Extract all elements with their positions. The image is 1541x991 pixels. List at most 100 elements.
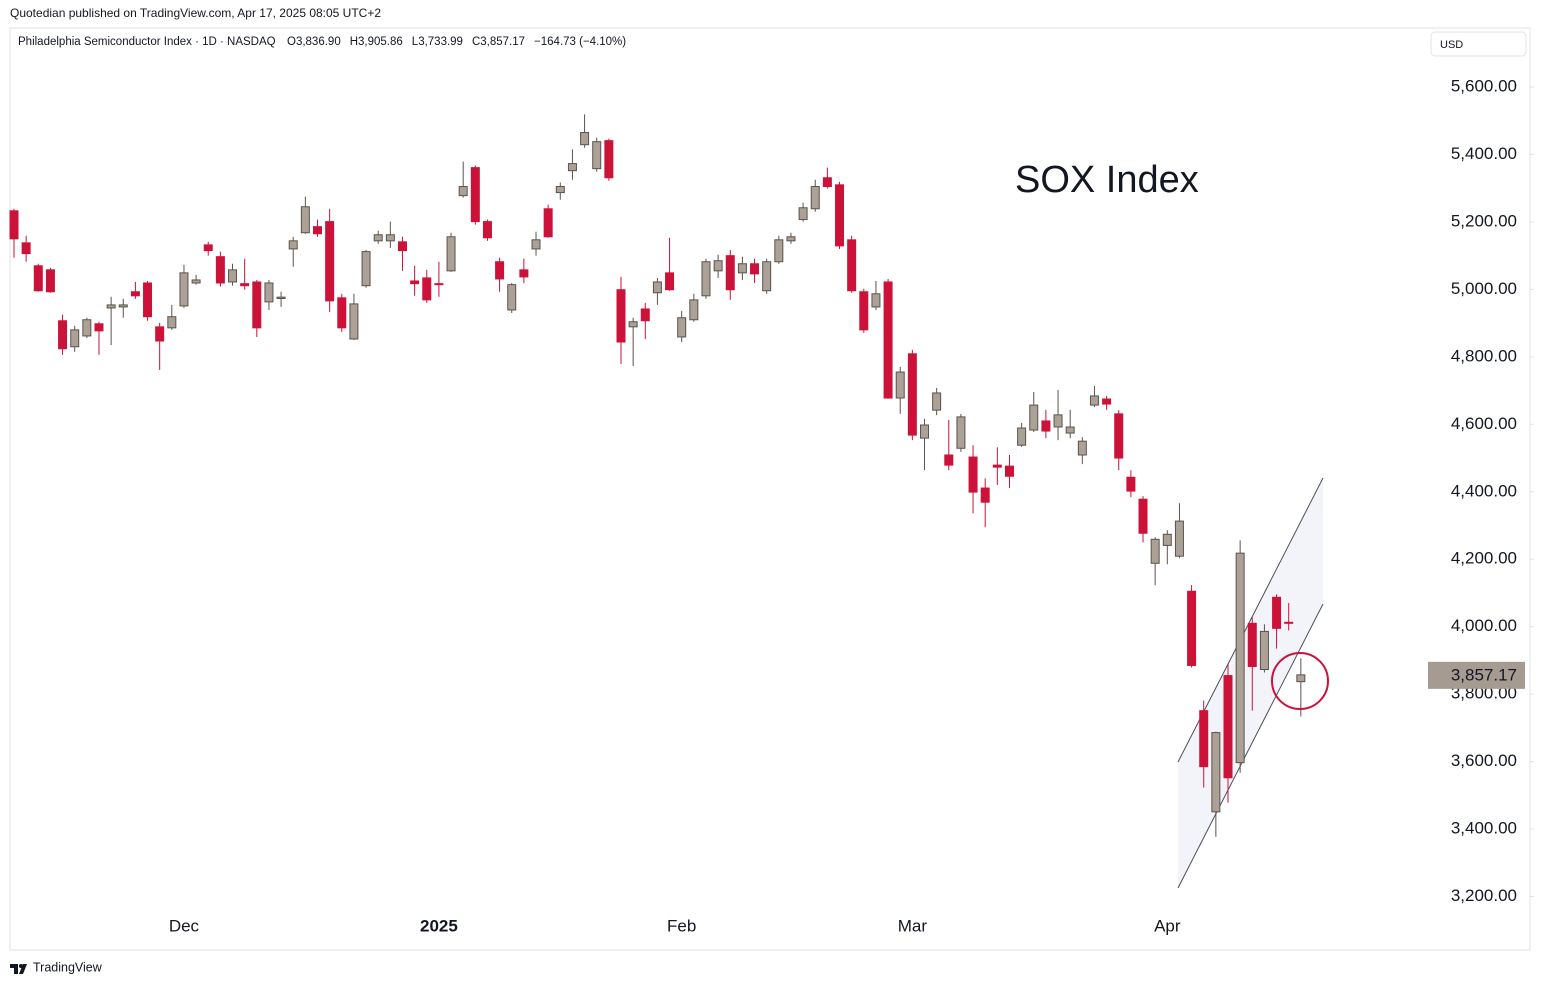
last-price-box [1428, 661, 1525, 689]
candle-body [470, 167, 480, 223]
candle-body [871, 293, 881, 308]
candle-body [9, 210, 19, 240]
candle-body [155, 326, 165, 342]
candle-body [1017, 427, 1027, 446]
candle-body [665, 272, 675, 291]
currency: USD [1440, 39, 1463, 51]
candle-body [628, 321, 638, 328]
candle-body [458, 186, 468, 197]
candle-body [774, 239, 784, 263]
candle-body [495, 261, 505, 280]
y-tick-label: 3,400.00 [1451, 819, 1517, 838]
candle-body [1272, 596, 1282, 629]
candle-body [1284, 621, 1294, 624]
candle-body [1077, 440, 1087, 456]
candle-body [276, 296, 286, 300]
candle-body [385, 234, 395, 242]
legend-value: L3,733.99 [412, 36, 463, 48]
candle-body [264, 282, 274, 303]
candle-body [118, 304, 128, 308]
candle-body [750, 263, 760, 275]
currency-button[interactable] [1430, 31, 1527, 57]
candle-body [640, 308, 650, 322]
candle-body [1259, 630, 1269, 671]
candle-body [191, 279, 201, 284]
candle-body [507, 284, 517, 311]
legend-value: H3,905.86 [350, 36, 403, 48]
y-tick-label: 4,400.00 [1451, 481, 1517, 500]
candle-body [349, 303, 359, 340]
candle-body [859, 291, 869, 331]
candle-body [215, 256, 225, 284]
candle-body [956, 416, 966, 449]
candle-body [1029, 404, 1039, 431]
y-tick-label: 5,000.00 [1451, 279, 1517, 298]
candle-body [1065, 426, 1075, 434]
candle-body [58, 320, 68, 350]
candle-body [555, 186, 565, 194]
candle-body [434, 283, 444, 286]
candle-body [1004, 465, 1014, 477]
brand-logo [10, 964, 27, 974]
candle-body [482, 221, 492, 239]
candle-body [130, 291, 140, 297]
candle-body [810, 186, 820, 210]
candle-body [1138, 498, 1148, 534]
candle-body [1199, 710, 1209, 768]
candle-body [1102, 398, 1112, 405]
x-tick-label: Mar [898, 916, 928, 935]
candle-body [895, 371, 905, 399]
candle-body [240, 283, 250, 287]
y-tick-label: 4,200.00 [1451, 549, 1517, 568]
chart-title: Philadelphia Semiconductor Index · 1D · … [18, 36, 276, 48]
candle-body [762, 261, 772, 292]
candle-body [944, 454, 954, 466]
publisher: Quotedian published on TradingView.com, … [10, 6, 381, 20]
candle-body [179, 272, 189, 307]
candle-body [446, 236, 456, 272]
annotation: SOX Index [1015, 159, 1199, 201]
candle-body [1223, 675, 1233, 779]
candle-body [920, 424, 929, 439]
candle-body [1053, 414, 1063, 428]
y-tick-label: 3,600.00 [1451, 751, 1517, 770]
y-tick-label: 5,200.00 [1451, 211, 1517, 230]
candle-body [604, 140, 614, 179]
candle-body [883, 281, 893, 399]
candle-body [1187, 590, 1197, 666]
candle-body [567, 163, 577, 172]
candle-body [1296, 674, 1306, 683]
ohlc-legend: O3,836.90 H3,905.86 L3,733.99 C3,857.17 −164… [287, 36, 626, 48]
candle-body [592, 141, 602, 170]
candle-body [397, 241, 407, 252]
candle-body [701, 261, 711, 297]
last-price-label: 3,857.17 [1451, 665, 1517, 684]
candle-body [313, 226, 322, 235]
candle-body [932, 392, 942, 411]
candle-body [1114, 413, 1124, 459]
candle-body [1089, 395, 1099, 406]
candle-body [531, 239, 541, 250]
y-tick-label: 3,200.00 [1451, 886, 1517, 905]
candle-body [835, 184, 845, 247]
legend-value: −164.73 (−4.10%) [534, 36, 626, 48]
candle-body [713, 260, 723, 272]
x-tick-label: Dec [169, 916, 200, 935]
candle-body [373, 234, 383, 242]
candle-body [689, 299, 699, 321]
candle-body [616, 289, 626, 343]
candle-body [1211, 732, 1221, 813]
candle-body [422, 277, 432, 301]
y-tick-label: 5,600.00 [1451, 77, 1517, 96]
channel-line [1177, 603, 1324, 889]
candle-body [1247, 622, 1257, 667]
candle-body [737, 263, 747, 274]
candle-body [300, 206, 310, 234]
candle-body [21, 242, 31, 255]
candle-body [45, 269, 55, 293]
legend-value: O3,836.90 [287, 36, 341, 48]
candle-body [1041, 420, 1051, 432]
candle-body [677, 317, 687, 338]
